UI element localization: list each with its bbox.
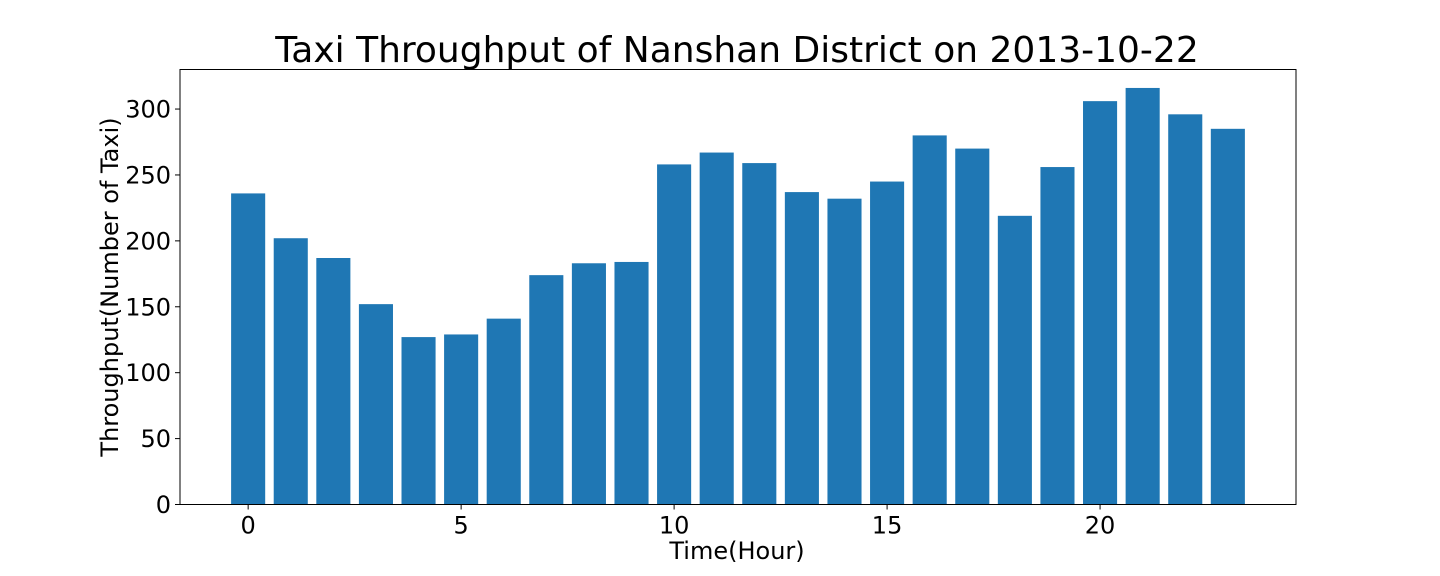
bar-hour-16 bbox=[912, 135, 947, 505]
x-tick-label: 15 bbox=[872, 512, 903, 540]
y-tick-label: 50 bbox=[140, 425, 171, 453]
y-axis-label: Throughput(Number of Taxi) bbox=[96, 117, 124, 457]
bar-hour-21 bbox=[1125, 87, 1160, 505]
bar-hour-2 bbox=[316, 258, 351, 505]
bar-hour-4 bbox=[401, 337, 436, 505]
y-tick-label: 250 bbox=[125, 161, 171, 189]
bar-hour-20 bbox=[1083, 101, 1118, 505]
bar-hour-7 bbox=[529, 275, 564, 505]
bar-hour-17 bbox=[955, 148, 990, 505]
bar-hour-19 bbox=[1040, 167, 1075, 505]
bar-hour-22 bbox=[1168, 114, 1203, 505]
y-tick-label: 300 bbox=[125, 96, 171, 124]
x-tick-label: 5 bbox=[453, 512, 468, 540]
bar-hour-8 bbox=[571, 263, 606, 505]
x-tick-label: 20 bbox=[1085, 512, 1116, 540]
bar-hour-12 bbox=[742, 163, 777, 505]
y-tick-label: 0 bbox=[156, 491, 171, 519]
plot-frame bbox=[179, 69, 1297, 505]
bar-hour-5 bbox=[444, 334, 479, 505]
y-tick-label: 200 bbox=[125, 227, 171, 255]
bar-hour-23 bbox=[1210, 128, 1245, 505]
bar-hour-11 bbox=[699, 152, 734, 505]
chart-title: Taxi Throughput of Nanshan District on 2… bbox=[274, 30, 1198, 71]
bar-hour-9 bbox=[614, 261, 649, 505]
bar-hour-6 bbox=[486, 318, 521, 505]
bar-hour-10 bbox=[657, 164, 692, 505]
y-tick-label: 150 bbox=[125, 293, 171, 321]
x-tick-label: 0 bbox=[241, 512, 256, 540]
bar-hour-0 bbox=[231, 193, 266, 505]
y-tick-label: 100 bbox=[125, 359, 171, 387]
x-axis-ticks: 0 5 10 15 20 bbox=[241, 504, 1116, 540]
bar-hour-14 bbox=[827, 198, 862, 505]
x-axis-label: Time(Hour) bbox=[668, 537, 804, 565]
bar-hour-18 bbox=[997, 215, 1032, 505]
x-tick-label: 10 bbox=[659, 512, 690, 540]
bar-hour-13 bbox=[784, 192, 819, 505]
bars-layer bbox=[231, 87, 1245, 505]
y-axis-ticks: 0 50 100 150 200 250 300 bbox=[125, 96, 180, 519]
bar-hour-15 bbox=[870, 181, 905, 505]
bar-hour-3 bbox=[358, 304, 393, 505]
bar-hour-1 bbox=[273, 238, 308, 505]
